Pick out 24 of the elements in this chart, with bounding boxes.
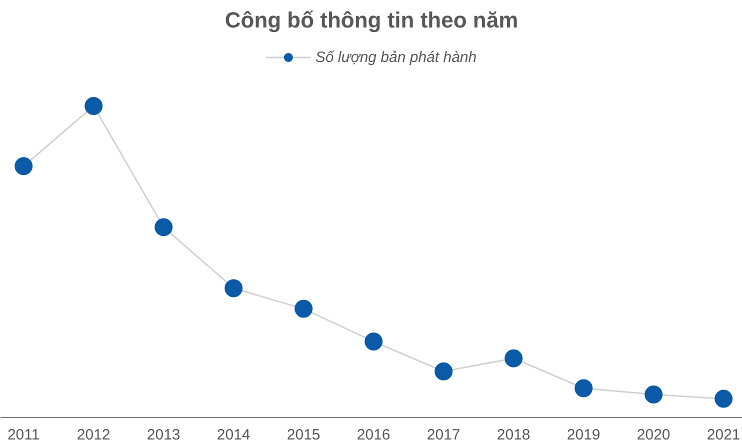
point bbox=[504, 349, 523, 368]
x-tick-label: 2014 bbox=[216, 426, 250, 442]
legend-label: Số lượng bản phát hành bbox=[315, 48, 477, 66]
x-tick-label: 2015 bbox=[286, 426, 320, 442]
point bbox=[714, 390, 733, 408]
x-tick-label: 2016 bbox=[356, 426, 390, 442]
point bbox=[224, 279, 243, 298]
point bbox=[154, 218, 173, 236]
point bbox=[434, 362, 453, 380]
x-tick-label: 2011 bbox=[7, 426, 40, 442]
point bbox=[294, 300, 313, 318]
x-tick-label: 2018 bbox=[496, 426, 530, 442]
point bbox=[644, 385, 663, 404]
x-tick-label: 2017 bbox=[426, 426, 460, 442]
x-tick-label: 2013 bbox=[146, 426, 180, 442]
point bbox=[14, 157, 33, 176]
x-tick-label: 2021 bbox=[706, 426, 740, 442]
point bbox=[84, 97, 103, 116]
x-tick-label: 2012 bbox=[76, 426, 110, 442]
point bbox=[574, 379, 593, 398]
x-tick-label: 2019 bbox=[566, 426, 600, 442]
x-tick-label: 2020 bbox=[636, 426, 670, 442]
chart-title: Công bố thông tin theo năm bbox=[224, 8, 518, 32]
point bbox=[364, 332, 383, 350]
